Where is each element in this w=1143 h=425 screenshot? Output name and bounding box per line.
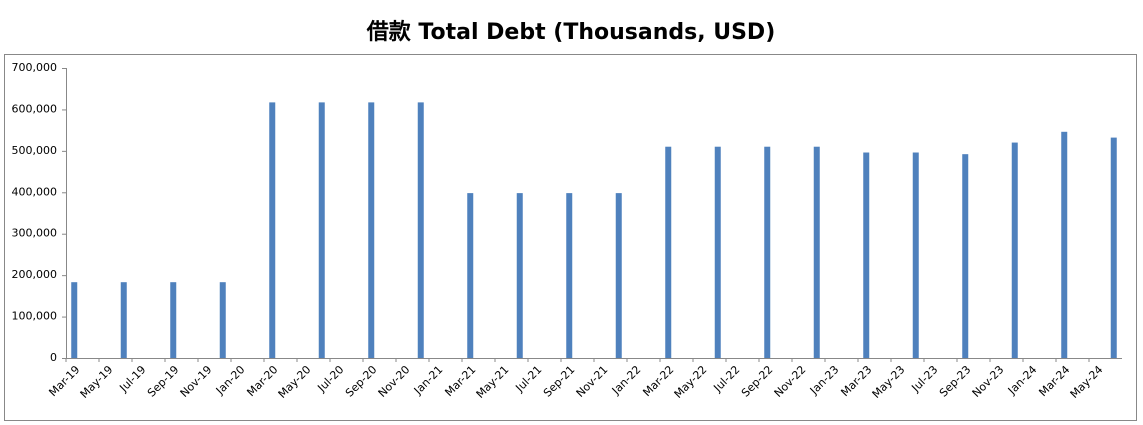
x-tick-label: Nov-21 xyxy=(574,363,611,400)
x-tick-label: Mar-22 xyxy=(640,363,676,399)
x-tick-label: Sep-23 xyxy=(937,363,974,400)
x-tick-label: May-23 xyxy=(870,363,908,401)
bar xyxy=(71,282,78,358)
bar xyxy=(764,146,771,358)
bar xyxy=(813,146,820,358)
x-tick-label: Nov-23 xyxy=(970,363,1007,400)
x-tick-label: Mar-19 xyxy=(46,363,82,399)
x-tick-label: Jan-23 xyxy=(807,363,842,398)
y-tick-label: 400,000 xyxy=(12,185,58,198)
x-tick-label: Sep-21 xyxy=(541,363,578,400)
bar xyxy=(615,193,622,358)
x-tick-label: Mar-21 xyxy=(442,363,478,399)
bar xyxy=(962,154,969,358)
bar xyxy=(170,282,177,358)
bar xyxy=(318,102,325,358)
x-tick-label: Mar-23 xyxy=(838,363,874,399)
bar xyxy=(219,282,226,358)
y-tick-label: 700,000 xyxy=(12,61,58,74)
x-tick-label: Sep-22 xyxy=(739,363,776,400)
bar xyxy=(863,152,870,358)
bar xyxy=(1011,142,1018,358)
x-tick-label: May-19 xyxy=(78,363,116,401)
chart-title: 借款 Total Debt (Thousands, USD) xyxy=(366,19,776,45)
x-tick-label: Jan-22 xyxy=(609,363,644,398)
x-tick-label: Jul-19 xyxy=(116,363,148,395)
x-tick-label: Mar-24 xyxy=(1036,363,1072,399)
y-tick-label: 200,000 xyxy=(12,268,58,281)
bar xyxy=(1110,137,1117,358)
x-tick-label: Jul-21 xyxy=(512,363,544,395)
bar xyxy=(417,102,424,358)
x-tick-label: May-22 xyxy=(672,363,710,401)
x-tick-label: Jul-23 xyxy=(908,363,940,395)
x-tick-label: Jul-22 xyxy=(710,363,742,395)
y-tick-label: 500,000 xyxy=(12,144,58,157)
bar xyxy=(516,193,523,358)
bar xyxy=(566,193,573,358)
x-tick-label: Jan-24 xyxy=(1005,363,1040,398)
y-tick-label: 600,000 xyxy=(12,102,58,115)
bar xyxy=(912,152,919,358)
bar xyxy=(120,282,127,358)
x-tick-label: Jan-21 xyxy=(411,363,446,398)
y-tick-label: 0 xyxy=(50,351,57,364)
x-tick-label: Jul-20 xyxy=(314,363,346,395)
y-tick-label: 100,000 xyxy=(12,310,58,323)
x-tick-label: Nov-19 xyxy=(178,363,215,400)
x-tick-label: Nov-20 xyxy=(376,363,413,400)
x-tick-label: Jan-20 xyxy=(213,363,248,398)
bar xyxy=(269,102,276,358)
bar xyxy=(665,146,672,358)
bar xyxy=(467,193,474,358)
bar xyxy=(1061,131,1068,358)
bar xyxy=(714,146,721,358)
y-tick-label: 300,000 xyxy=(12,227,58,240)
x-tick-label: Sep-19 xyxy=(145,363,182,400)
x-tick-label: May-24 xyxy=(1068,363,1106,401)
chart-frame xyxy=(4,54,1137,421)
x-tick-label: May-20 xyxy=(276,363,314,401)
x-tick-label: May-21 xyxy=(474,363,512,401)
x-tick-label: Mar-20 xyxy=(244,363,280,399)
x-tick-label: Sep-20 xyxy=(343,363,380,400)
bar xyxy=(368,102,375,358)
x-tick-label: Nov-22 xyxy=(772,363,809,400)
